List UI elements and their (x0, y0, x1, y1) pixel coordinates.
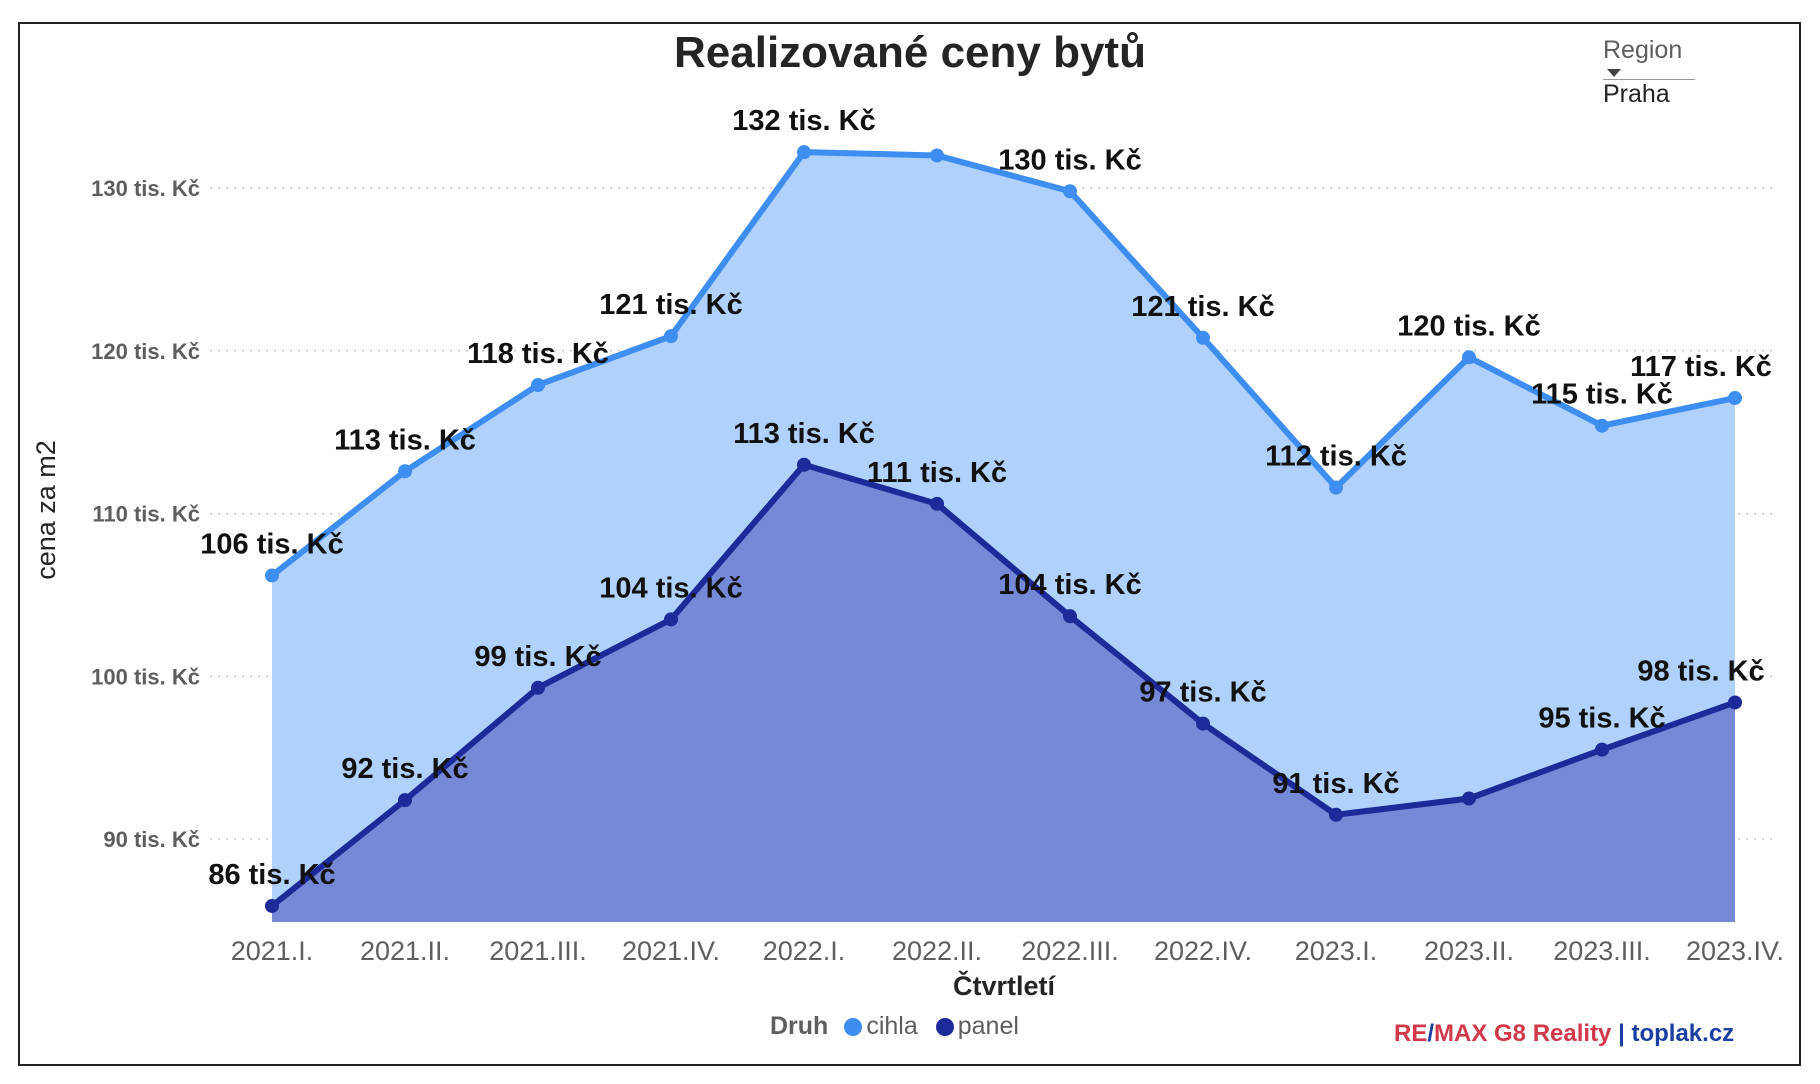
x-tick-label: 2023.IV. (1686, 936, 1784, 966)
data-point-panel[interactable] (1595, 742, 1609, 757)
data-point-panel[interactable] (930, 496, 944, 511)
data-label-cihla: 118 tis. Kč (467, 338, 609, 370)
data-point-panel[interactable] (797, 457, 811, 472)
x-tick-label: 2021.I. (231, 936, 314, 966)
legend-label-cihla: cihla (866, 1012, 918, 1040)
x-tick-label: 2022.III. (1021, 936, 1119, 966)
brand-site: toplak.cz (1631, 1020, 1735, 1047)
y-tick-label: 90 tis. Kč (103, 827, 200, 852)
x-axis-title: Čtvrtletí (953, 970, 1057, 1001)
data-point-cihla[interactable] (930, 148, 944, 163)
x-tick-label: 2022.I. (763, 936, 846, 966)
legend-label-panel: panel (957, 1012, 1019, 1040)
data-label-cihla: 113 tis. Kč (334, 424, 476, 456)
data-point-panel[interactable] (1196, 716, 1210, 731)
data-point-cihla[interactable] (1063, 184, 1077, 199)
data-label-panel: 86 tis. Kč (208, 859, 335, 891)
series-line-panel (270, 461, 1737, 909)
data-label-panel: 98 tis. Kč (1637, 655, 1764, 687)
x-tick-label: 2023.I. (1295, 936, 1378, 966)
x-tick-label: 2022.II. (892, 936, 982, 966)
x-tick-label: 2023.III. (1553, 936, 1651, 966)
data-point-panel[interactable] (1462, 791, 1476, 806)
data-point-cihla[interactable] (664, 329, 678, 344)
data-point-cihla[interactable] (398, 464, 412, 479)
data-label-cihla: 132 tis. Kč (732, 105, 875, 137)
x-tick-label: 2021.IV. (622, 936, 720, 966)
data-point-panel[interactable] (531, 680, 545, 695)
data-label-panel: 97 tis. Kč (1139, 677, 1266, 709)
data-label-cihla: 121 tis. Kč (1131, 291, 1274, 323)
y-axis-title: cena za m2 (31, 440, 61, 580)
data-label-panel: 91 tis. Kč (1272, 768, 1399, 800)
data-label-cihla: 106 tis. Kč (200, 528, 343, 560)
data-point-cihla[interactable] (1595, 418, 1609, 433)
region-slicer-divider (1603, 79, 1695, 80)
y-tick-label: 130 tis. Kč (91, 176, 200, 201)
brand-separator: | (1611, 1020, 1632, 1047)
data-point-cihla[interactable] (265, 568, 279, 583)
region-slicer-label: Region (1603, 36, 1683, 64)
data-point-panel[interactable] (265, 898, 279, 913)
brand-remax-slash: / (1427, 1020, 1435, 1047)
y-tick-label: 100 tis. Kč (91, 664, 200, 689)
data-label-panel: 113 tis. Kč (733, 418, 875, 450)
data-point-cihla[interactable] (1196, 330, 1210, 345)
data-label-panel: 95 tis. Kč (1538, 703, 1665, 735)
x-tick-label: 2021.II. (360, 936, 450, 966)
data-label-cihla: 120 tis. Kč (1397, 310, 1540, 342)
legend-item-cihla[interactable]: cihla (844, 1012, 918, 1041)
data-point-panel[interactable] (1728, 695, 1742, 710)
legend-item-panel[interactable]: panel (935, 1012, 1019, 1041)
data-label-panel: 92 tis. Kč (341, 753, 468, 785)
y-tick-label: 120 tis. Kč (91, 339, 200, 364)
data-label-cihla: 121 tis. Kč (599, 289, 742, 321)
chart-title: Realizované ceny bytů (674, 28, 1146, 77)
data-label-panel: 99 tis. Kč (474, 641, 601, 673)
data-point-cihla[interactable] (1462, 350, 1476, 365)
brand-remax-name: MAX G8 Reality (1434, 1020, 1612, 1047)
area-fill-panel (272, 464, 1735, 922)
brand-footer: RE/MAX G8 Reality | toplak.cz (1394, 1020, 1734, 1048)
data-point-panel[interactable] (1063, 609, 1077, 624)
x-tick-label: 2022.IV. (1154, 936, 1252, 966)
brand-remax-prefix: RE (1394, 1020, 1428, 1047)
data-label-cihla: 112 tis. Kč (1265, 441, 1407, 473)
data-point-panel[interactable] (1329, 807, 1343, 822)
data-label-cihla: 115 tis. Kč (1531, 379, 1673, 411)
chevron-down-icon[interactable] (1607, 69, 1621, 77)
data-point-panel[interactable] (398, 793, 412, 808)
data-point-cihla[interactable] (1728, 391, 1742, 406)
y-tick-label: 110 tis. Kč (92, 502, 200, 527)
data-label-cihla: 117 tis. Kč (1630, 351, 1772, 383)
x-tick-label: 2021.III. (489, 936, 587, 966)
data-point-cihla[interactable] (1329, 480, 1343, 495)
data-point-cihla[interactable] (531, 377, 545, 392)
data-point-panel[interactable] (664, 612, 678, 627)
data-label-cihla: 130 tis. Kč (998, 144, 1141, 176)
series-line-cihla (270, 149, 1736, 578)
region-slicer-value[interactable]: Praha (1603, 80, 1670, 108)
legend: Druh cihla panel (770, 1012, 1029, 1041)
data-label-panel: 104 tis. Kč (599, 572, 742, 604)
data-label-panel: 111 tis. Kč (867, 457, 1007, 489)
legend-title: Druh (770, 1012, 829, 1040)
legend-marker-cihla (844, 1017, 863, 1036)
region-slicer[interactable]: Region Praha (1603, 36, 1699, 109)
data-point-cihla[interactable] (797, 145, 811, 160)
x-tick-label: 2023.II. (1424, 936, 1514, 966)
legend-marker-panel (935, 1017, 954, 1036)
data-label-panel: 104 tis. Kč (998, 569, 1141, 601)
